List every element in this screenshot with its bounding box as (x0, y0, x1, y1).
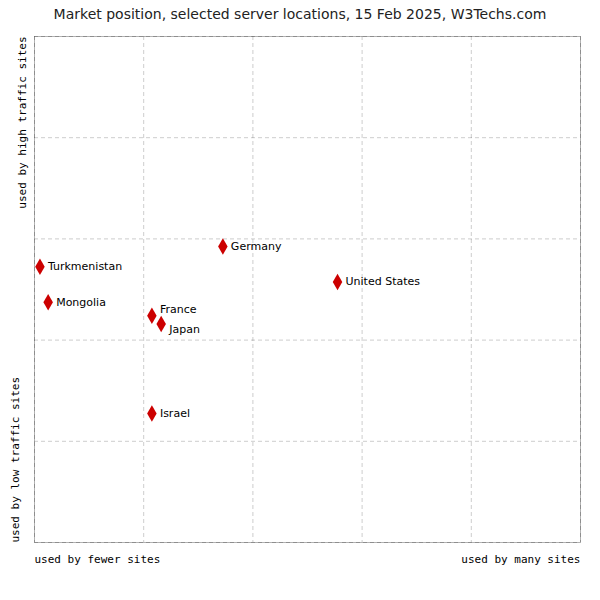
svg-text:used by high traffic sites: used by high traffic sites (16, 37, 29, 209)
svg-text:United States: United States (346, 275, 421, 288)
svg-text:Turkmenistan: Turkmenistan (47, 260, 122, 273)
svg-text:Germany: Germany (231, 240, 282, 253)
svg-text:Israel: Israel (160, 407, 190, 420)
svg-text:used by fewer sites: used by fewer sites (35, 553, 161, 566)
svg-text:Mongolia: Mongolia (56, 296, 106, 309)
svg-text:France: France (160, 303, 197, 316)
svg-text:used by many sites: used by many sites (461, 553, 580, 566)
svg-text:used by low traffic sites: used by low traffic sites (9, 377, 22, 543)
svg-text:Japan: Japan (168, 323, 200, 336)
html-text:Market position, selected serv: Market position, selected server locatio… (53, 6, 547, 22)
